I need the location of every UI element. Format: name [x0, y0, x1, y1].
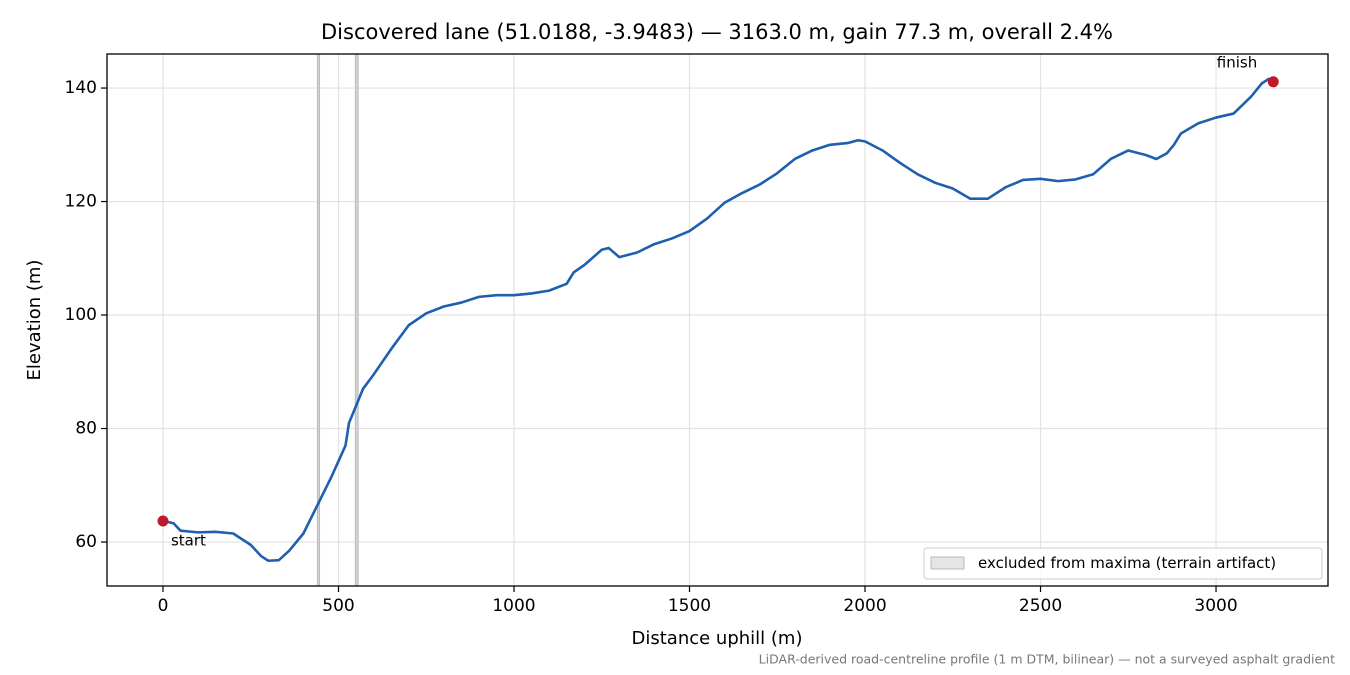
chart-title: Discovered lane (51.0188, -3.9483) — 316…	[321, 20, 1113, 44]
y-tick-label: 120	[65, 192, 97, 212]
y-tick-label: 100	[65, 305, 97, 325]
legend-swatch	[930, 556, 965, 570]
x-tick-label: 3000	[1194, 596, 1237, 616]
x-tick-label: 2000	[843, 596, 886, 616]
y-tick-label: 60	[75, 532, 97, 552]
y-tick-label: 80	[75, 419, 97, 439]
plot-frame	[106, 53, 1329, 587]
excluded-band	[354, 53, 359, 587]
y-axis-label: Elevation (m)	[24, 260, 45, 381]
legend-box	[923, 547, 1323, 580]
x-tick-label: 2500	[1019, 596, 1062, 616]
start-label: start	[171, 532, 206, 550]
start-marker	[157, 515, 169, 527]
x-tick-label: 500	[322, 596, 354, 616]
x-axis-label: Distance uphill (m)	[632, 628, 803, 649]
footnote: LiDAR-derived road-centreline profile (1…	[759, 652, 1335, 667]
x-tick-label: 0	[158, 596, 169, 616]
elevation-line	[162, 77, 1274, 563]
finish-label: finish	[1217, 53, 1257, 71]
x-tick-label: 1500	[668, 596, 711, 616]
y-tick-label: 140	[65, 78, 97, 98]
x-tick-label: 1000	[492, 596, 535, 616]
legend-label: excluded from maxima (terrain artifact)	[978, 554, 1276, 572]
finish-marker	[1267, 76, 1279, 88]
